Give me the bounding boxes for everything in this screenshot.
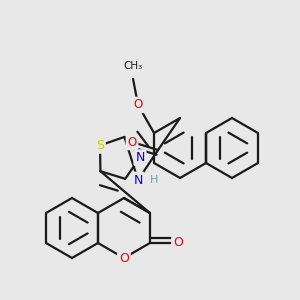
Text: S: S xyxy=(96,139,104,152)
Text: O: O xyxy=(173,236,183,250)
Text: N: N xyxy=(135,151,145,164)
Text: O: O xyxy=(119,251,129,265)
Text: O: O xyxy=(134,98,143,112)
Text: H: H xyxy=(150,175,158,185)
Text: N: N xyxy=(134,173,143,187)
Text: O: O xyxy=(128,136,137,148)
Text: CH₃: CH₃ xyxy=(123,61,143,71)
